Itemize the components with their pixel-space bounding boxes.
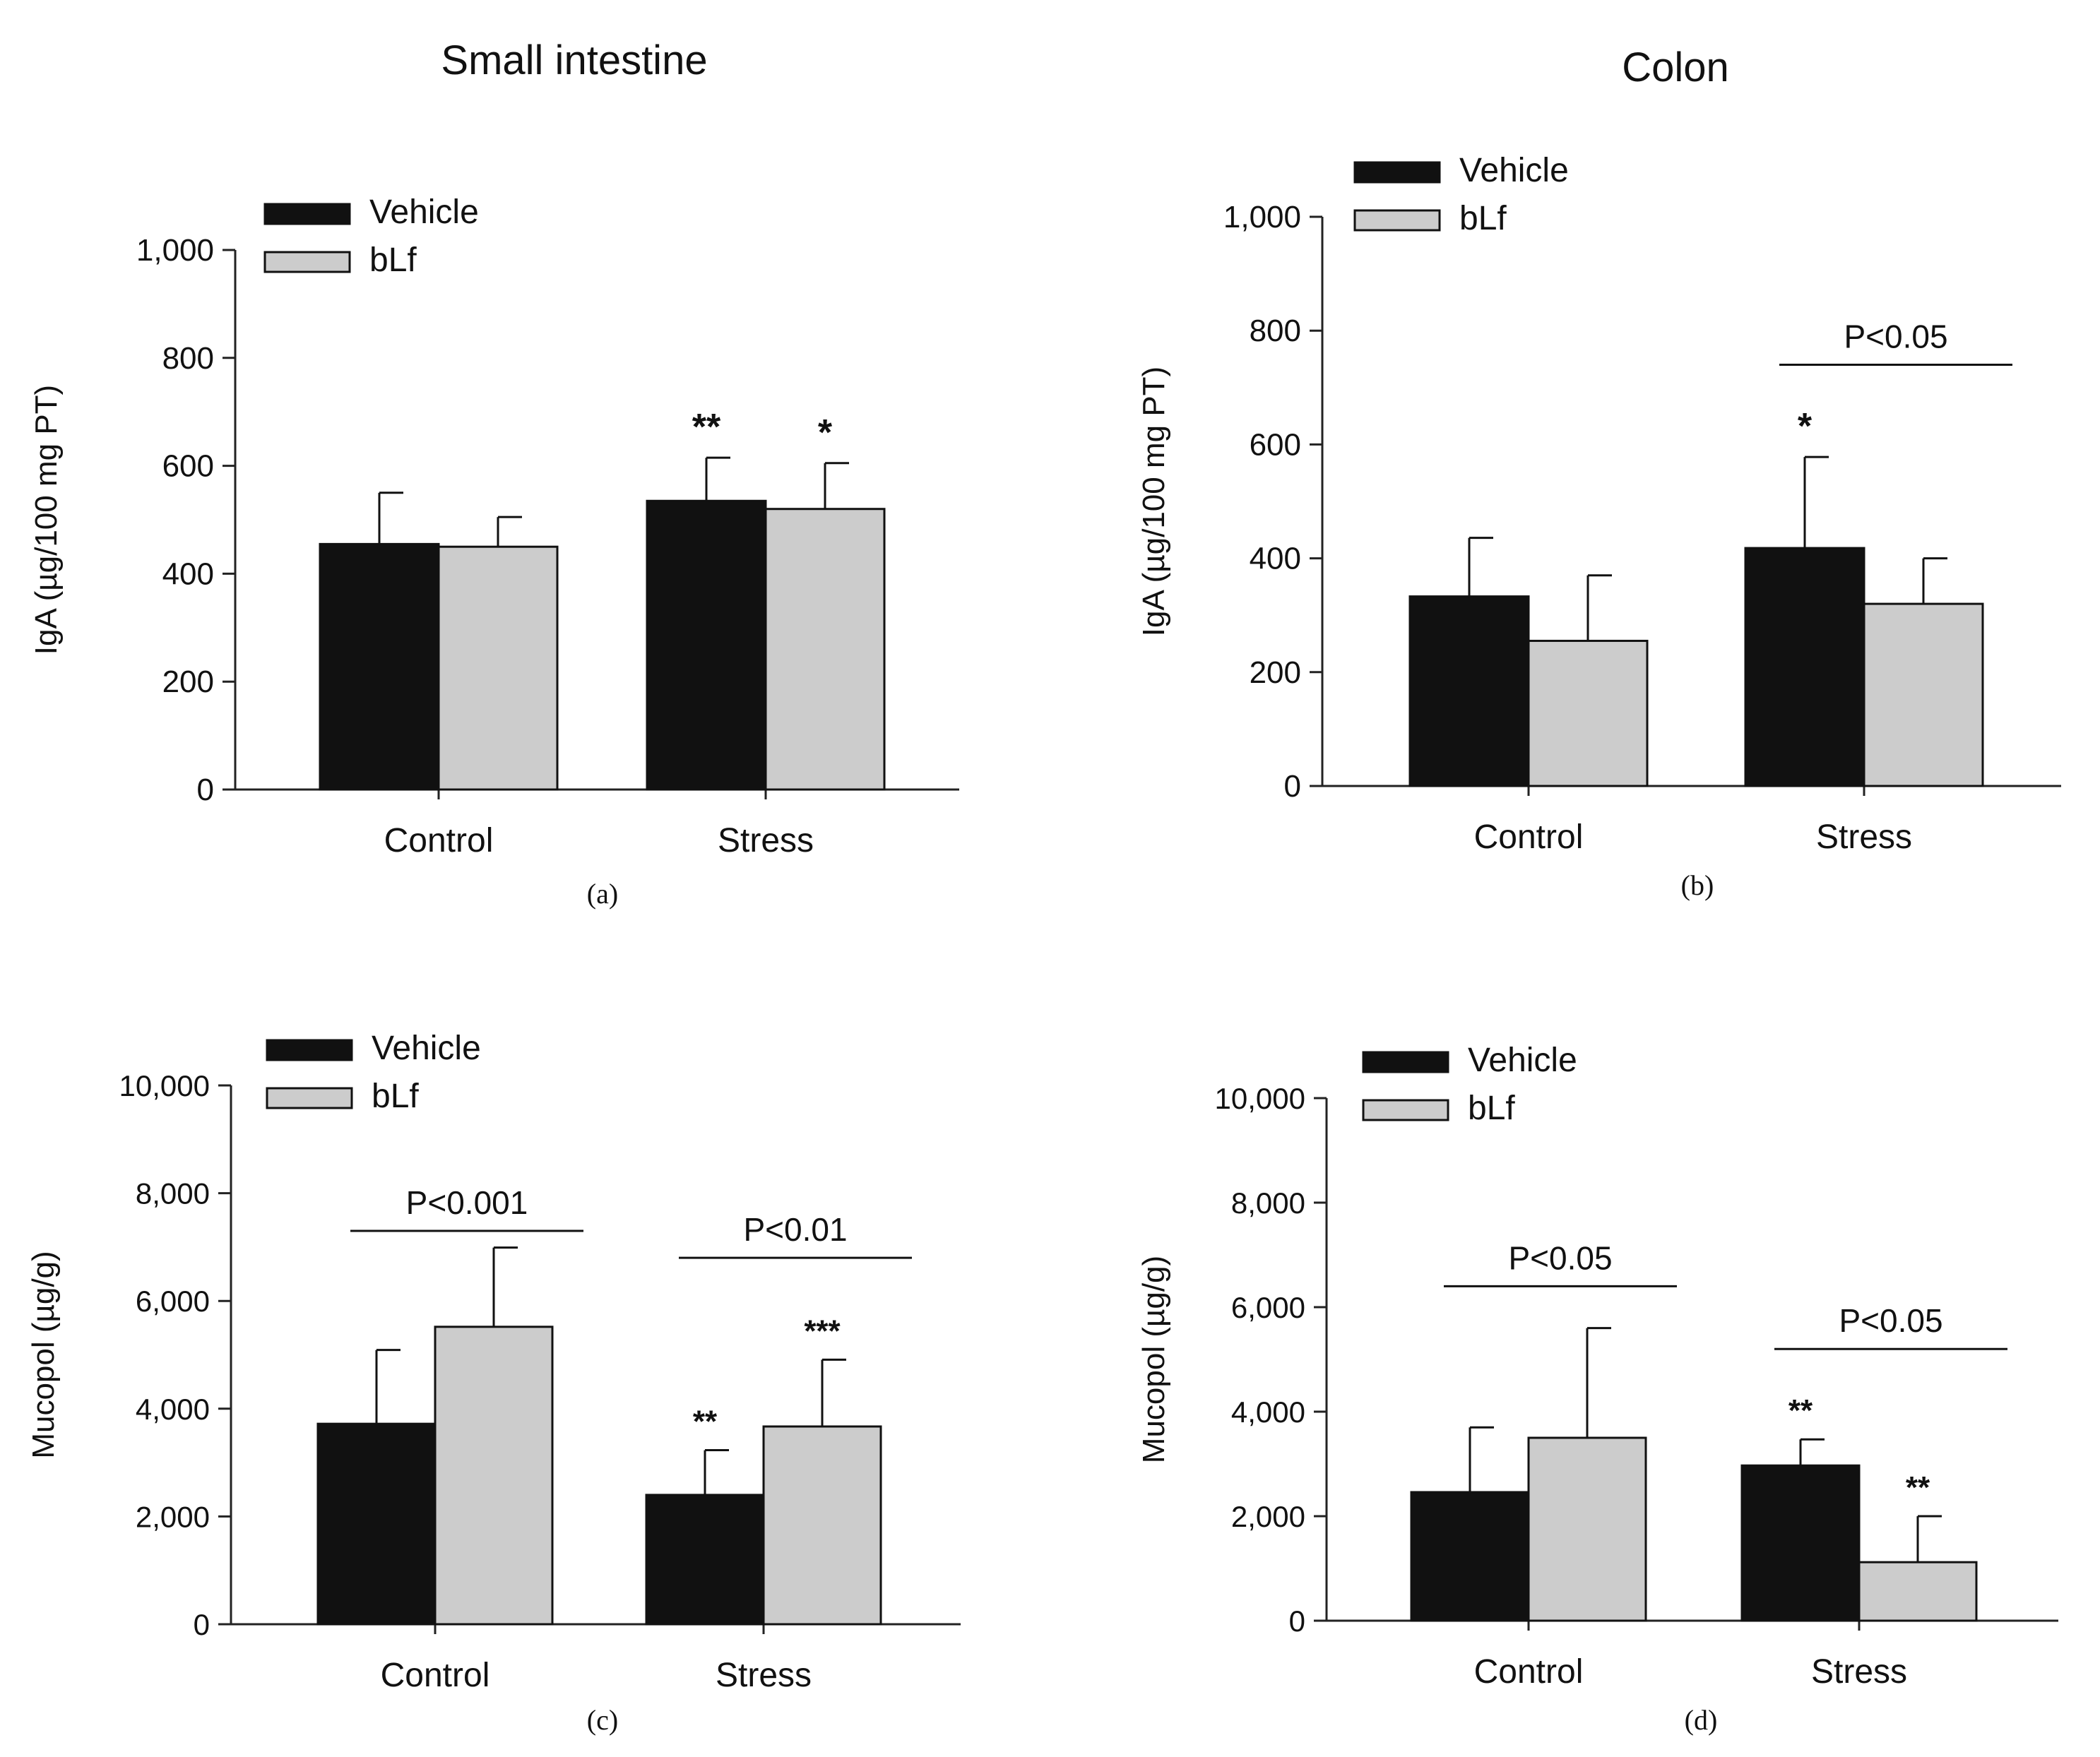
significance-mark: * (1798, 406, 1813, 447)
bar-blf-stress (1858, 1561, 1978, 1622)
panel-label-c: (c) (586, 1704, 619, 1736)
legend-label-vehicle: Vehicle (1459, 152, 1569, 189)
y-axis-label: IgA (µg/100 mg PT) (1137, 367, 1171, 636)
y-tick-label: 1,000 (1223, 200, 1301, 234)
x-tick-label: Control (381, 1657, 490, 1694)
significance-p-label: P<0.05 (1844, 318, 1947, 355)
y-tick-label: 6,000 (136, 1285, 210, 1318)
bar-blf-control (434, 1326, 554, 1626)
y-tick-label: 800 (1250, 314, 1301, 348)
significance-mark: ** (1788, 1393, 1813, 1428)
legend-swatch-vehicle (263, 203, 351, 225)
legend-swatch-blf (266, 1087, 353, 1109)
y-tick-label: 8,000 (1231, 1186, 1305, 1220)
bar-blf-control (437, 545, 559, 791)
legend-swatch-vehicle (1362, 1051, 1449, 1073)
x-tick-label: Stress (1811, 1653, 1907, 1691)
y-tick-label: 4,000 (1231, 1395, 1305, 1429)
bar-blf-stress (762, 1425, 882, 1626)
significance-mark: ** (693, 1405, 718, 1439)
y-tick-label: 800 (162, 341, 214, 376)
y-tick-label: 200 (162, 665, 214, 699)
x-tick-label: Stress (1816, 818, 1912, 856)
y-tick-label: 4,000 (136, 1393, 210, 1426)
significance-p-label: P<0.05 (1839, 1302, 1942, 1339)
y-axis-label: Mucopol (µg/g) (1137, 1256, 1171, 1463)
panel-label-b: (b) (1680, 869, 1714, 901)
y-tick-label: 600 (1250, 427, 1301, 462)
legend-label-blf: bLf (372, 1078, 419, 1115)
y-tick-label: 2,000 (1231, 1500, 1305, 1533)
column-title-small-intestine: Small intestine (441, 37, 708, 83)
significance-mark: * (818, 412, 833, 453)
y-tick-label: 8,000 (136, 1177, 210, 1210)
x-tick-label: Control (384, 822, 494, 859)
y-axis-label: Mucopol (µg/g) (26, 1251, 61, 1458)
legend-swatch-vehicle (266, 1039, 353, 1061)
y-tick-label: 0 (194, 1608, 210, 1641)
bar-blf-control (1527, 639, 1649, 787)
y-tick-label: 0 (1289, 1604, 1305, 1638)
bar-vehicle-control (1410, 1491, 1530, 1622)
bar-vehicle-control (1408, 595, 1530, 787)
significance-p-label: P<0.01 (743, 1211, 847, 1248)
y-axis-label: IgA (µg/100 mg PT) (29, 385, 64, 655)
y-tick-label: 0 (1284, 769, 1301, 804)
legend-swatch-blf (1362, 1099, 1449, 1121)
legend-label-blf: bLf (369, 242, 417, 279)
legend-label-blf: bLf (1468, 1090, 1515, 1127)
y-tick-label: 400 (1250, 542, 1301, 576)
y-tick-label: 6,000 (1231, 1291, 1305, 1324)
significance-mark: ** (692, 407, 721, 448)
y-tick-label: 1,000 (136, 233, 214, 268)
bar-vehicle-stress (1740, 1464, 1861, 1622)
y-tick-label: 200 (1250, 655, 1301, 690)
significance-mark: *** (804, 1314, 841, 1348)
bar-blf-stress (764, 508, 886, 791)
bar-vehicle-control (316, 1422, 437, 1626)
bar-vehicle-stress (646, 499, 767, 791)
legend-label-vehicle: Vehicle (1468, 1042, 1577, 1079)
legend-swatch-blf (1353, 209, 1441, 232)
bar-blf-control (1527, 1436, 1647, 1622)
x-tick-label: Stress (718, 822, 814, 859)
legend-label-blf: bLf (1459, 200, 1507, 237)
significance-mark: ** (1906, 1470, 1930, 1505)
x-tick-label: Control (1474, 1653, 1584, 1691)
significance-p-label: P<0.001 (406, 1184, 528, 1221)
legend-swatch-blf (263, 251, 351, 273)
x-tick-label: Control (1474, 818, 1584, 856)
panel-label-a: (a) (586, 878, 619, 910)
y-tick-label: 600 (162, 449, 214, 484)
x-tick-label: Stress (716, 1657, 812, 1694)
y-tick-label: 2,000 (136, 1500, 210, 1533)
y-tick-label: 10,000 (1215, 1082, 1305, 1115)
y-tick-label: 0 (197, 773, 214, 807)
significance-p-label: P<0.05 (1508, 1239, 1612, 1276)
bar-blf-stress (1863, 602, 1984, 787)
column-title-colon: Colon (1622, 44, 1729, 90)
bar-vehicle-stress (645, 1494, 765, 1626)
legend-label-vehicle: Vehicle (372, 1030, 481, 1067)
legend-swatch-vehicle (1353, 161, 1441, 184)
y-tick-label: 400 (162, 556, 214, 591)
y-tick-label: 10,000 (119, 1069, 210, 1102)
panel-label-d: (d) (1684, 1704, 1718, 1736)
legend-label-vehicle: Vehicle (369, 193, 479, 231)
